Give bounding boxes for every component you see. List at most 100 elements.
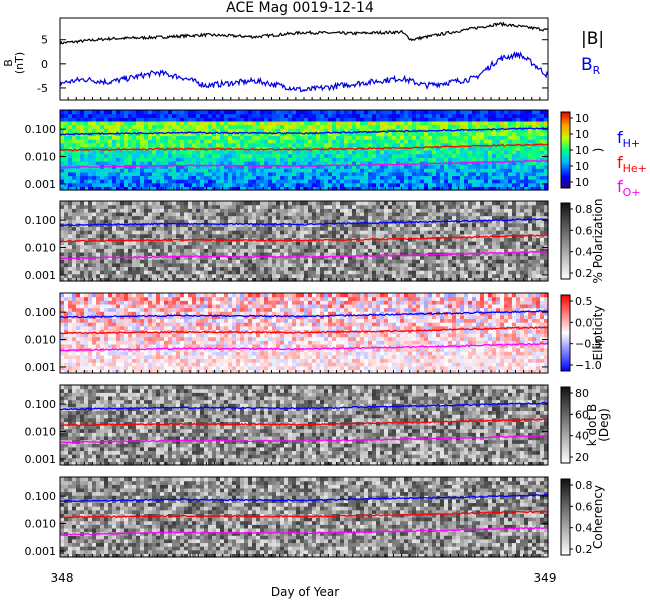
- spectrogram-cell: [408, 135, 413, 140]
- spectrogram-cell: [236, 128, 241, 133]
- spectrogram-cell: [248, 204, 253, 209]
- spectrogram-cell: [160, 160, 165, 166]
- spectrogram-cell: [404, 182, 409, 187]
- spectrogram-cell: [368, 168, 373, 173]
- spectrogram-cell: [60, 117, 65, 122]
- spectrogram-cell: [300, 160, 305, 166]
- spectrogram-cell: [208, 142, 213, 147]
- spectrogram-cell: [480, 124, 485, 129]
- spectrogram-cell: [424, 150, 429, 155]
- spectrogram-cell: [88, 277, 93, 282]
- spectrogram-cell: [284, 117, 289, 122]
- spectrogram-cell: [260, 142, 265, 147]
- spectrogram-cell: [456, 182, 461, 187]
- spectrogram-cell: [292, 150, 297, 155]
- spectrogram-cell: [352, 219, 357, 224]
- spectrogram-cell: [332, 124, 337, 129]
- spectrogram-cell: [336, 153, 341, 158]
- spectrogram-cell: [120, 139, 125, 144]
- spectrogram-cell: [72, 120, 77, 126]
- spectrogram-cell: [200, 171, 205, 177]
- spectrogram-cell: [160, 168, 165, 173]
- spectrogram-cell: [208, 219, 213, 224]
- spectrogram-cell: [248, 146, 253, 151]
- spectrogram-cell: [164, 262, 169, 268]
- spectrogram-cell: [208, 124, 213, 129]
- spectrogram-cell: [288, 241, 293, 246]
- spectrogram-cell: [412, 233, 417, 238]
- spectrogram-cell: [432, 262, 437, 268]
- spectrogram-cell: [252, 248, 257, 253]
- spectrogram-cell: [264, 131, 269, 137]
- spectrogram-cell: [500, 139, 505, 144]
- spectrogram-cell: [112, 182, 117, 187]
- spectrogram-cell: [132, 219, 137, 224]
- spectrogram-cell: [400, 248, 405, 253]
- spectrogram-cell: [304, 251, 309, 257]
- spectrogram-cell: [508, 157, 513, 162]
- spectrogram-cell: [336, 277, 341, 282]
- spectrogram-cell: [72, 201, 77, 206]
- spectrogram-cell: [536, 135, 541, 140]
- spectrogram-cell: [480, 164, 485, 169]
- ytick-label: 0.100: [25, 123, 57, 136]
- spectrogram-cell: [532, 135, 537, 140]
- spectrogram-cell: [324, 128, 329, 133]
- spectrogram-cell: [308, 248, 313, 253]
- spectrogram-cell: [272, 233, 277, 238]
- spectrogram-cell: [144, 255, 149, 260]
- spectrogram-cell: [400, 164, 405, 169]
- spectrogram-cell: [148, 266, 153, 271]
- spectrogram-cell: [384, 120, 389, 126]
- spectrogram-cell: [416, 160, 421, 166]
- spectrogram-cell: [280, 208, 285, 213]
- spectrogram-cell: [480, 117, 485, 122]
- spectrogram-cell: [240, 262, 245, 268]
- spectrogram-cell: [540, 160, 545, 166]
- spectrogram-cell: [220, 211, 225, 217]
- spectrogram-cell: [308, 139, 313, 144]
- spectrogram-cell: [328, 182, 333, 187]
- spectrogram-cell: [252, 273, 257, 278]
- spectrogram-cell: [432, 255, 437, 260]
- spectrogram-cell: [156, 277, 161, 282]
- spectrogram-cell: [428, 186, 433, 191]
- spectrogram-cell: [196, 270, 201, 275]
- spectrogram-cell: [260, 233, 265, 238]
- spectrogram-cell: [288, 219, 293, 224]
- spectrogram-cell: [260, 113, 265, 118]
- spectrogram-cell: [504, 186, 509, 191]
- spectrogram-cell: [232, 211, 237, 217]
- spectrogram-cell: [140, 110, 145, 115]
- spectrogram-cell: [412, 168, 417, 173]
- spectrogram-cell: [396, 277, 401, 282]
- spectrogram-cell: [104, 182, 109, 187]
- spectrogram-cell: [248, 222, 253, 228]
- spectrogram-cell: [428, 139, 433, 144]
- spectrogram-cell: [356, 208, 361, 213]
- spectrogram-cell: [392, 255, 397, 260]
- spectrogram-cell: [376, 186, 381, 191]
- spectrogram-cell: [60, 153, 65, 158]
- spectrogram-cell: [392, 142, 397, 147]
- spectrogram-cell: [96, 226, 101, 231]
- spectrogram-cell: [480, 139, 485, 144]
- spectrogram-cell: [68, 233, 73, 238]
- spectrogram-cell: [532, 124, 537, 129]
- spectrogram-cell: [404, 244, 409, 249]
- spectrogram-cell: [364, 255, 369, 260]
- spectrogram-cell: [312, 230, 317, 235]
- spectrogram-cell: [312, 219, 317, 224]
- spectrogram-cell: [88, 241, 93, 246]
- spectrogram-cell: [476, 182, 481, 187]
- spectrogram-cell: [472, 139, 477, 144]
- spectrogram-cell: [452, 117, 457, 122]
- spectrogram-cell: [416, 262, 421, 268]
- spectrogram-cell: [336, 171, 341, 177]
- spectrogram-cell: [96, 266, 101, 271]
- spectrogram-cell: [220, 241, 225, 246]
- spectrogram-cell: [184, 222, 189, 228]
- spectrogram-cell: [444, 248, 449, 253]
- spectrogram-cell: [328, 117, 333, 122]
- spectrogram-cell: [440, 120, 445, 126]
